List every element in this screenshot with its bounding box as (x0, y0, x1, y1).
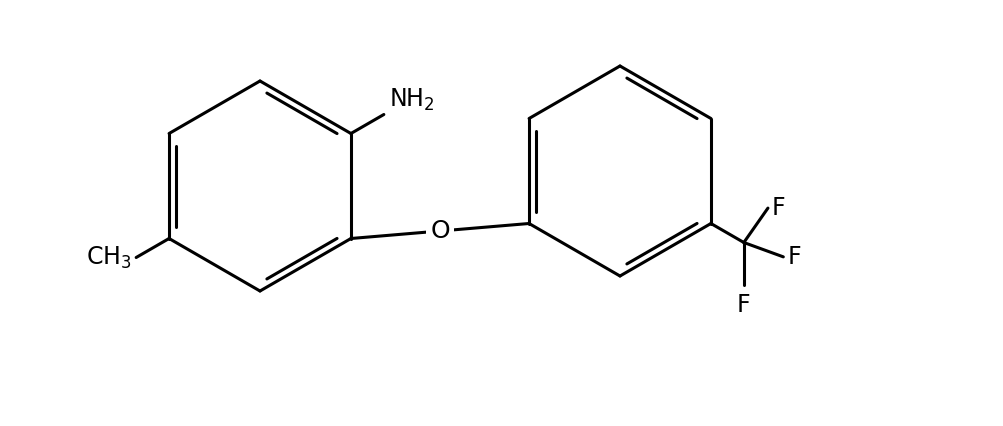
Text: F: F (786, 245, 800, 269)
Text: O: O (429, 219, 449, 243)
Text: NH$_2$: NH$_2$ (388, 86, 434, 112)
Text: F: F (771, 196, 784, 220)
Text: F: F (736, 293, 750, 317)
Text: CH$_3$: CH$_3$ (85, 245, 131, 271)
